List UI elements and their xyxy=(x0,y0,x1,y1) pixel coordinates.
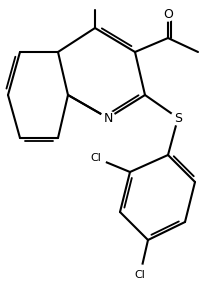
Circle shape xyxy=(101,111,115,125)
Circle shape xyxy=(86,148,106,168)
Circle shape xyxy=(171,111,185,125)
Text: N: N xyxy=(103,111,113,125)
Text: O: O xyxy=(163,9,173,21)
Text: Cl: Cl xyxy=(91,153,102,163)
Circle shape xyxy=(162,9,174,21)
Text: Cl: Cl xyxy=(135,270,145,280)
Circle shape xyxy=(130,265,150,285)
Text: S: S xyxy=(174,111,182,125)
